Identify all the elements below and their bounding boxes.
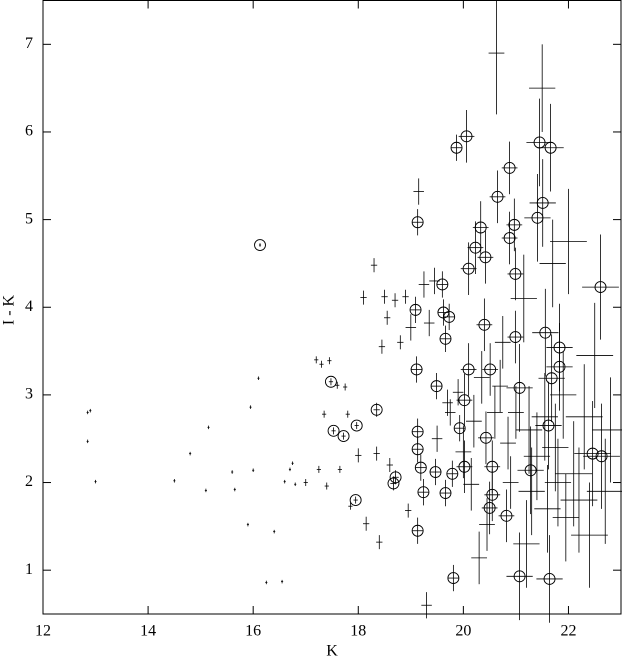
y-tick-label: 6 [25,123,33,140]
plot-frame [42,0,622,615]
point-marker [460,130,473,143]
point-marker [478,318,491,331]
point-marker [500,509,513,522]
point-marker [479,251,492,264]
point-marker [531,211,544,224]
point-marker [509,267,522,280]
point-marker [254,239,266,251]
point-marker [542,419,555,432]
x-tick-label: 22 [560,623,576,640]
x-axis-label: K [326,643,338,660]
point-marker [458,460,471,473]
point-marker [503,232,516,244]
point-marker [436,278,449,291]
point-marker [462,363,475,376]
point-marker [453,422,466,435]
point-marker [411,216,424,229]
point-marker [389,471,402,484]
point-marker [486,460,499,473]
point-marker [430,380,443,393]
x-tick-label: 20 [455,623,471,640]
x-tick-label: 16 [245,623,261,640]
point-marker [337,430,350,443]
point-marker [370,403,383,416]
point-marker [513,570,526,583]
point-marker [543,572,556,585]
y-tick-label: 1 [25,561,33,578]
point-marker [411,443,424,456]
point-marker [387,477,400,490]
point-marker [491,190,504,203]
point-marker [410,363,423,376]
point-marker [409,303,422,316]
point-marker [349,494,362,507]
point-marker [474,221,487,234]
point-marker [483,502,496,514]
point-marker [446,467,459,480]
point-marker [545,372,558,385]
point-marker [411,524,424,537]
y-tick-label: 7 [25,35,33,52]
point-marker [484,363,497,376]
point-marker [414,461,427,474]
point-marker [539,326,552,339]
y-axis-label: I - K [1,294,18,325]
point-marker [508,218,521,231]
point-marker [544,141,557,154]
point-marker [443,310,456,323]
point-marker [417,486,430,499]
point-marker [450,141,463,154]
point-marker [594,281,607,294]
y-tick-label: 3 [25,386,33,403]
point-marker [447,572,460,585]
point-marker [327,424,340,437]
point-marker [586,447,599,460]
point-marker [553,360,566,373]
x-tick-label: 14 [140,623,156,640]
point-marker [513,381,526,394]
point-marker [324,375,337,388]
x-tick-label: 18 [350,623,366,640]
point-marker [439,487,452,500]
point-marker [458,394,471,407]
point-marker [503,161,516,174]
point-marker [350,419,363,432]
point-marker [524,464,537,477]
point-marker [480,431,492,444]
point-marker [509,331,522,343]
y-tick-label: 2 [25,473,33,490]
point-marker [439,332,452,345]
point-marker [595,450,608,463]
y-tick-label: 5 [25,210,33,227]
point-marker [462,262,475,275]
y-tick-label: 4 [25,298,33,315]
point-marker [429,466,442,478]
x-tick-label: 12 [35,623,51,640]
